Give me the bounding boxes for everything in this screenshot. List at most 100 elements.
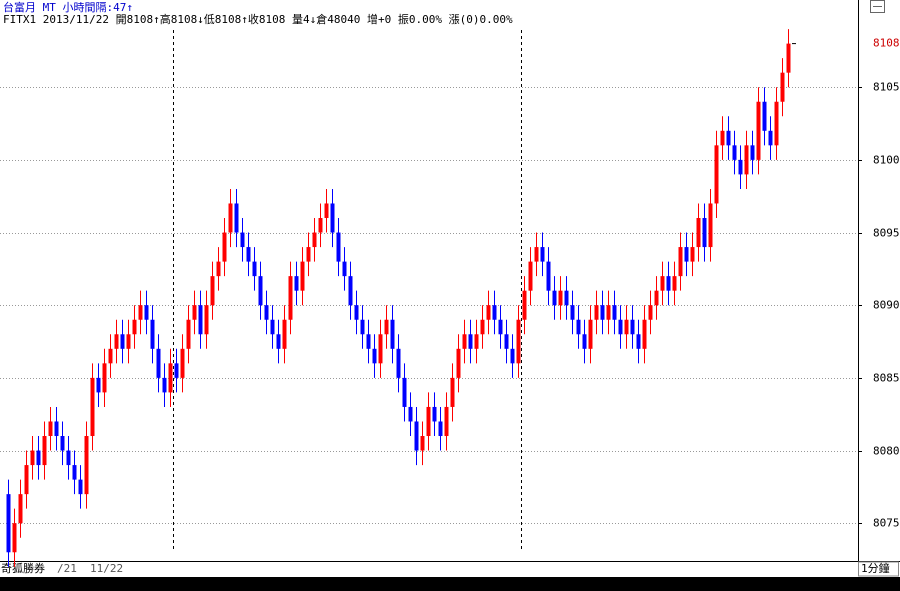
candle-body bbox=[738, 159, 743, 175]
candle-body bbox=[594, 305, 599, 320]
candle-body bbox=[234, 203, 239, 233]
candle-body bbox=[198, 305, 203, 335]
candle-body bbox=[264, 305, 269, 320]
candle-body bbox=[480, 319, 485, 335]
candle-body bbox=[552, 290, 557, 306]
candle-body bbox=[132, 319, 137, 335]
candle-body bbox=[114, 334, 119, 349]
candle-body bbox=[756, 101, 761, 160]
candle-body bbox=[246, 247, 251, 262]
candle-body bbox=[366, 334, 371, 349]
candle-body bbox=[654, 290, 659, 306]
candle-body bbox=[732, 145, 737, 160]
candle-body bbox=[462, 334, 467, 349]
candle-body bbox=[636, 334, 641, 349]
candle-body bbox=[498, 319, 503, 335]
candle-body bbox=[162, 377, 167, 393]
candle-body bbox=[588, 319, 593, 349]
candle-body bbox=[168, 363, 173, 393]
period-button[interactable] bbox=[858, 561, 899, 577]
candle-body bbox=[726, 130, 731, 146]
candle-body bbox=[504, 334, 509, 349]
candle-body bbox=[186, 319, 191, 349]
candle-body bbox=[576, 319, 581, 335]
candle-body bbox=[270, 319, 275, 335]
candle-body bbox=[618, 319, 623, 335]
candle-body bbox=[102, 363, 107, 393]
candle-body bbox=[108, 348, 113, 364]
candle-body bbox=[294, 276, 299, 291]
candle-body bbox=[336, 232, 341, 262]
candle-body bbox=[564, 290, 569, 306]
y-tick-label: 8095 bbox=[873, 227, 900, 240]
candle-body bbox=[276, 334, 281, 349]
candle-body bbox=[42, 436, 47, 466]
candle-body bbox=[540, 247, 545, 262]
status-bar bbox=[0, 577, 900, 591]
candle-body bbox=[258, 276, 263, 306]
candle-body bbox=[534, 247, 539, 262]
candle-body bbox=[612, 305, 617, 320]
candle-body bbox=[678, 247, 683, 277]
y-tick-label: 8075 bbox=[873, 517, 900, 530]
candle-body bbox=[96, 377, 101, 393]
candle-body bbox=[402, 377, 407, 407]
candle-body bbox=[408, 406, 413, 422]
candle-body bbox=[558, 290, 563, 306]
candle-body bbox=[582, 334, 587, 349]
candle-body bbox=[138, 305, 143, 320]
candle-body bbox=[78, 479, 83, 495]
y-tick-label: 8105 bbox=[873, 81, 900, 94]
candle-body bbox=[606, 305, 611, 320]
candle-body bbox=[516, 319, 521, 364]
candle-body bbox=[174, 363, 179, 378]
candle-body bbox=[312, 232, 317, 248]
candle-body bbox=[744, 145, 749, 175]
candle-body bbox=[126, 334, 131, 349]
candle-body bbox=[696, 218, 701, 248]
candle-body bbox=[36, 450, 41, 466]
brand: 奇狐勝券 bbox=[1, 561, 45, 575]
candle-body bbox=[786, 43, 791, 73]
candle-body bbox=[372, 348, 377, 364]
candle-body bbox=[348, 276, 353, 306]
candle-body bbox=[684, 247, 689, 262]
candle-body bbox=[438, 421, 443, 437]
candle-body bbox=[624, 319, 629, 335]
candle-body bbox=[222, 232, 227, 262]
candle-body bbox=[708, 203, 713, 248]
candle-body bbox=[420, 436, 425, 451]
candle-body bbox=[528, 261, 533, 291]
candle-body bbox=[600, 305, 605, 320]
candle-body bbox=[318, 218, 323, 233]
candle-body bbox=[84, 436, 89, 495]
chart-header: 台富月 MT 小時間隔:47↑ bbox=[3, 0, 133, 14]
candle-body bbox=[216, 261, 221, 277]
candle-body bbox=[192, 305, 197, 320]
candle-body bbox=[450, 377, 455, 407]
candle-body bbox=[384, 319, 389, 335]
candle-body bbox=[432, 406, 437, 422]
candle-body bbox=[228, 203, 233, 233]
candle-body bbox=[426, 406, 431, 437]
candle-body bbox=[444, 406, 449, 437]
candle-body bbox=[396, 348, 401, 378]
x-date-label: /21 bbox=[57, 562, 77, 575]
candle-body bbox=[120, 334, 125, 349]
candle-body bbox=[456, 348, 461, 378]
candle-body bbox=[330, 203, 335, 233]
candle-body bbox=[486, 305, 491, 320]
candle-body bbox=[210, 276, 215, 306]
candle-body bbox=[390, 319, 395, 349]
candle-body bbox=[378, 334, 383, 364]
candle-body bbox=[324, 203, 329, 219]
candle-body bbox=[300, 261, 305, 291]
candle-body bbox=[24, 465, 29, 495]
candle-body bbox=[672, 276, 677, 291]
candle-body bbox=[150, 319, 155, 349]
candle-body bbox=[414, 421, 419, 451]
candle-body bbox=[714, 145, 719, 204]
candle-body bbox=[60, 436, 65, 451]
